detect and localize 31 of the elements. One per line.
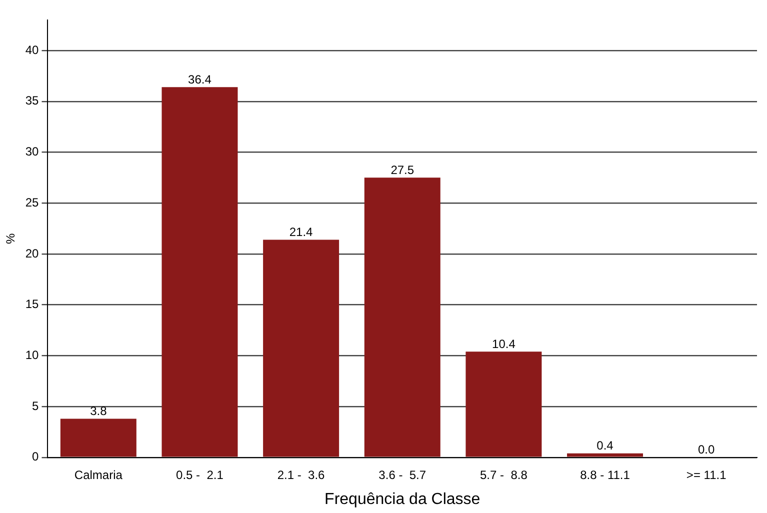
x-axis-title: Frequência da Classe	[324, 490, 480, 508]
x-tick-label: 3.6 - 5.7	[378, 468, 426, 482]
bar	[60, 418, 136, 457]
data-label: 27.5	[390, 162, 414, 177]
x-tick-label: Calmaria	[74, 468, 123, 482]
y-tick-label: 0	[32, 450, 40, 464]
x-tick-label: 8.8 - 11.1	[580, 468, 630, 482]
y-tick-label: 30	[25, 144, 40, 159]
x-tick-label: 2.1 - 3.6	[277, 468, 326, 482]
y-tick-label: 40	[25, 42, 40, 57]
y-tick-label: 5	[32, 398, 40, 413]
y-tick-label: 20	[25, 246, 40, 260]
data-label: 10.4	[492, 336, 516, 351]
bar	[263, 240, 340, 457]
y-tick-label: 35	[25, 94, 40, 108]
y-axis-title: %	[4, 233, 18, 244]
bar	[466, 352, 542, 457]
bar	[364, 178, 440, 457]
y-tick-label: 25	[25, 195, 40, 210]
x-tick-label: >= 11.1	[686, 468, 727, 482]
data-label: 0.0	[698, 442, 716, 457]
y-tick-label: 15	[25, 297, 40, 312]
bar	[162, 87, 238, 457]
data-label: 3.8	[90, 404, 108, 418]
x-tick-label: 0.5 - 2.1	[176, 468, 224, 482]
bar	[567, 453, 644, 457]
data-label: 0.4	[596, 438, 614, 453]
data-label: 36.4	[188, 72, 212, 86]
data-label: 21.4	[289, 225, 314, 240]
x-tick-label: 5.7 - 8.8	[480, 468, 528, 482]
y-tick-label: 10	[25, 348, 40, 362]
